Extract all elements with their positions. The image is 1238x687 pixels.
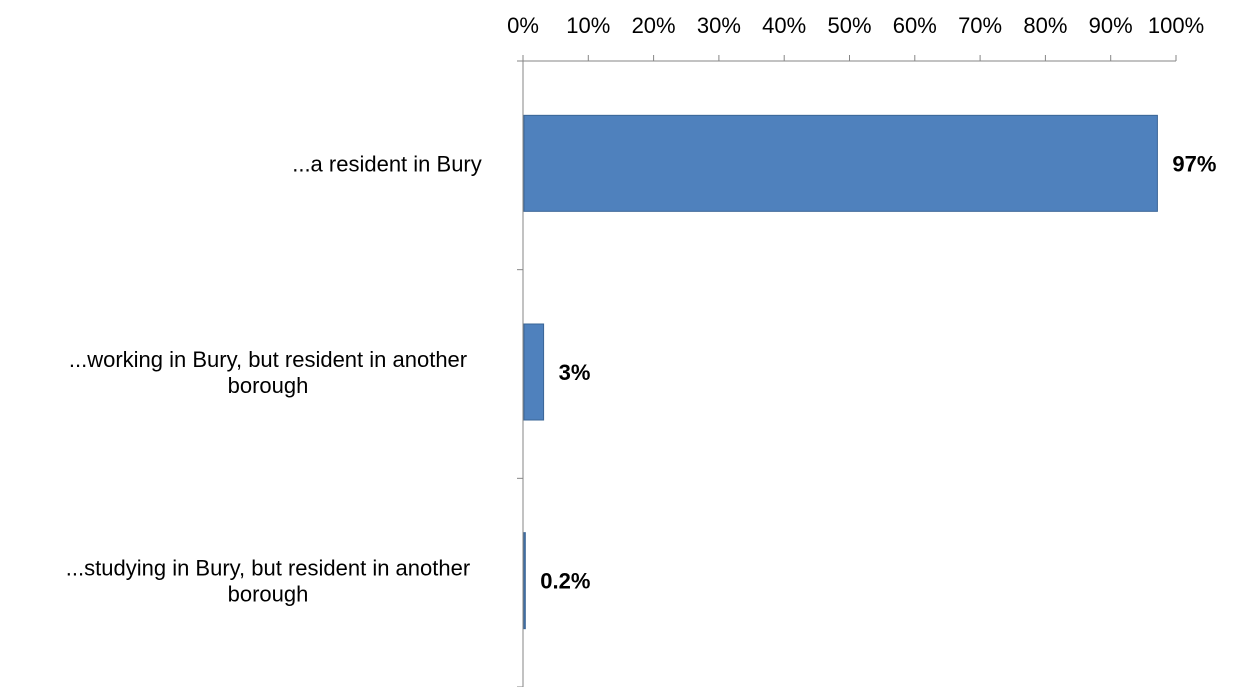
x-tick-label: 80% xyxy=(1023,13,1067,38)
data-label: 97% xyxy=(1172,151,1216,176)
category-labels: ...a resident in Bury ...working in Bury,… xyxy=(66,151,482,606)
category-label-line: ...a resident in Bury xyxy=(292,151,482,176)
category-label: ...a resident in Bury xyxy=(292,151,482,176)
category-label: ...studying in Bury, but resident in ano… xyxy=(66,556,470,607)
bar xyxy=(523,323,545,421)
bar-series xyxy=(523,114,1158,630)
category-label-line: ...working in Bury, but resident in anot… xyxy=(69,347,467,372)
category-label-line: borough xyxy=(228,373,309,398)
x-tick-label: 50% xyxy=(827,13,871,38)
x-tick-label: 70% xyxy=(958,13,1002,38)
category-label: ...working in Bury, but resident in anot… xyxy=(69,347,467,398)
category-label-line: ...studying in Bury, but resident in ano… xyxy=(66,556,470,581)
data-labels: 97% 3% 0.2% xyxy=(540,151,1216,593)
category-label-line: borough xyxy=(228,582,309,607)
x-tick-label: 0% xyxy=(507,13,539,38)
x-tick-label: 60% xyxy=(893,13,937,38)
y-axis xyxy=(517,60,524,687)
x-tick-label: 100% xyxy=(1148,13,1204,38)
bar xyxy=(523,532,526,630)
x-tick-label: 10% xyxy=(566,13,610,38)
x-axis: 0% 10% 20% 30% 40% 50% 60% 70% 80% 90% 100% xyxy=(507,13,1204,62)
x-tick-label: 40% xyxy=(762,13,806,38)
x-tick-label: 90% xyxy=(1089,13,1133,38)
data-label: 0.2% xyxy=(540,569,590,594)
x-tick-label: 30% xyxy=(697,13,741,38)
data-label: 3% xyxy=(559,360,591,385)
x-tick-label: 20% xyxy=(632,13,676,38)
bar xyxy=(523,114,1158,212)
